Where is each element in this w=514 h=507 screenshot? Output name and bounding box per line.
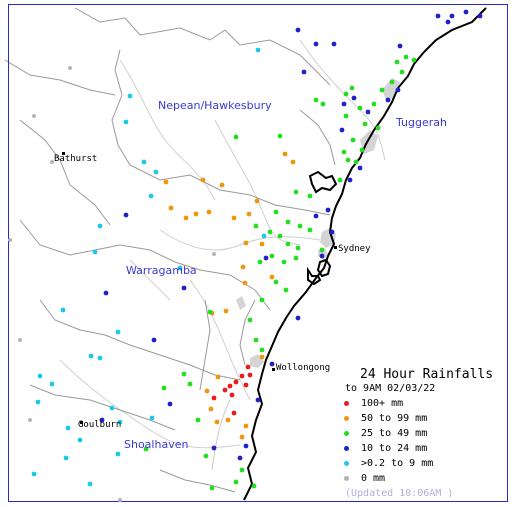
legend-swatch-orange [344, 416, 349, 421]
legend-subtitle: to 9AM 02/03/22 [345, 383, 436, 394]
rainfall-stations [8, 9, 483, 502]
legend-swatch-blue [344, 446, 349, 451]
town-label-goulburn: Goulburn [78, 420, 122, 430]
stations-0-2-to-9 [31, 47, 267, 487]
legend-swatch-green [344, 431, 349, 436]
legend-label: 50 to 99 mm [361, 413, 428, 424]
legend-swatch-cyan [344, 461, 349, 466]
catchment-boundaries [4, 7, 336, 493]
town-label-wollongong: Wollongong [276, 363, 331, 373]
legend-label: >0.2 to 9 mm [361, 458, 434, 469]
rivers [59, 39, 386, 471]
legend-label: 0 mm [361, 473, 386, 484]
legend-swatch-red [344, 401, 349, 406]
coastline [243, 7, 487, 501]
legend-label: 100+ mm [361, 398, 404, 409]
stations-100-plus [211, 364, 253, 416]
stations-10-24 [99, 9, 483, 461]
legend-updated-time: (Updated 10:06AM ) [345, 488, 454, 499]
map-frame [8, 4, 508, 502]
town-marker-wollongong [272, 368, 275, 371]
legend-label: 10 to 24 mm [361, 443, 428, 454]
town-marker-bathurst [62, 152, 65, 155]
region-label-warragamba: Warragamba [126, 264, 197, 277]
town-marker-goulburn [80, 421, 83, 424]
legend-swatch-grey [344, 476, 349, 481]
region-label-shoalhaven: Shoalhaven [124, 438, 189, 451]
region-label-tuggerah: Tuggerah [396, 116, 447, 129]
stations-50-99 [163, 151, 296, 440]
legend-title: 24 Hour Rainfalls [360, 367, 494, 382]
stations-25-49 [143, 54, 417, 491]
urban-areas [236, 78, 400, 368]
legend-label: 25 to 49 mm [361, 428, 428, 439]
region-label-nepean-hawkesbury: Nepean/Hawkesbury [158, 99, 272, 112]
map-legend: 24 Hour Rainfalls to 9AM 02/03/22 100+ m… [344, 365, 494, 503]
stations-0-mm [8, 66, 216, 502]
town-label-bathurst: Bathurst [54, 154, 98, 164]
town-label-sydney: Sydney [338, 244, 371, 254]
town-marker-sydney [334, 246, 337, 249]
